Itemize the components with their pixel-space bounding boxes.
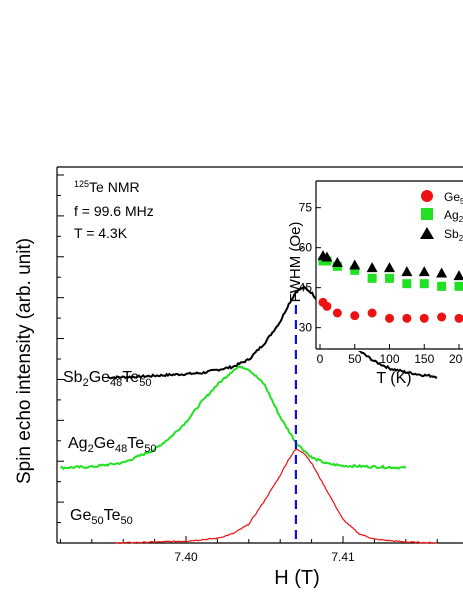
inset-point-sb: [349, 259, 361, 270]
inset-y-tick-label: 30: [299, 321, 313, 335]
legend-marker-sb: [420, 227, 434, 239]
inset-point-ge: [322, 301, 332, 311]
legend-label-ge: Ge5: [444, 190, 463, 206]
isotope-label: Te NMR: [89, 179, 140, 195]
measurement-annotation: 125Te NMR f = 99.6 MHz T = 4.3K: [74, 179, 154, 241]
inset-point-ag: [437, 281, 447, 291]
series-label-ag2ge48te50: Ag2Ge48Te50: [68, 435, 156, 455]
inset-point-ge: [454, 313, 463, 323]
inset-y-tick-label: 75: [299, 201, 313, 215]
inset-x-tick-label: 150: [414, 352, 434, 366]
inset-point-ag: [350, 265, 360, 275]
inset-point-ag: [385, 273, 394, 283]
inset-axis-ticks: 0 50 100 150 200 30 45 60 75: [299, 201, 463, 366]
inset-point-ag: [419, 279, 429, 289]
spectrum-line-2: [115, 448, 438, 545]
x-tick-label-7-41: 7.41: [331, 550, 355, 564]
inset-legend: Ge5 Ag2 Sb2: [420, 190, 463, 243]
inset-plot: 0 50 100 150 200 30 45 60 75 T (K) FWHM (Oe) Ge5…: [287, 180, 463, 387]
inset-y-tick-label: 45: [299, 281, 313, 295]
legend-label-ag: Ag2: [444, 208, 463, 224]
inset-point-sb: [418, 266, 430, 277]
legend-marker-ag: [421, 208, 433, 220]
frequency-label: f = 99.6 MHz: [74, 203, 154, 219]
inset-point-ag: [367, 273, 377, 283]
inset-x-tick-label: 50: [348, 352, 362, 366]
main-series-group: [60, 284, 438, 545]
inset-y-tick-label: 60: [299, 241, 313, 255]
inset-point-ge: [385, 313, 394, 323]
inset-series-group: [317, 250, 463, 323]
series-label-sb2ge48te50: Sb2Ge48Te50: [63, 369, 151, 389]
legend-label-sb: Sb2: [444, 227, 463, 243]
spectrum-line-0: [107, 284, 438, 380]
isotope-mass: 125: [74, 179, 89, 189]
inset-point-ge: [402, 313, 412, 323]
inset-point-ag: [454, 281, 463, 291]
inset-y-axis-title: FWHM (Oe): [287, 222, 304, 303]
y-axis-title: Spin echo intensity (arb. unit): [14, 238, 35, 484]
legend-marker-ge: [421, 190, 433, 202]
inset-point-ge: [367, 308, 377, 318]
inset-point-ge: [437, 312, 447, 322]
x-axis-title: H (T): [274, 567, 320, 589]
inset-point-ge: [350, 311, 360, 321]
inset-point-sb: [401, 266, 413, 277]
inset-point-ag: [402, 279, 412, 289]
inset-x-axis-title: T (K): [376, 370, 411, 387]
series-label-ge50te50: Ge50Te50: [70, 507, 133, 527]
inset-point-sb: [384, 262, 395, 273]
temperature-label: T = 4.3K: [74, 225, 128, 241]
inset-point-sb: [366, 262, 378, 273]
inset-x-tick-label: 0: [317, 352, 324, 366]
inset-point-ge: [332, 308, 342, 318]
inset-x-tick-label: 100: [379, 352, 399, 366]
inset-point-sb: [331, 256, 343, 267]
svg-text:125Te NMR: 125Te NMR: [74, 179, 140, 195]
inset-point-sb: [453, 270, 463, 281]
inset-x-tick-label: 200: [449, 352, 463, 366]
inset-point-sb: [436, 267, 448, 278]
inset-point-ge: [419, 313, 429, 323]
x-tick-label-7-40: 7.40: [174, 550, 198, 564]
inset-point-sb: [321, 251, 333, 262]
spectrum-line-1: [60, 365, 407, 471]
